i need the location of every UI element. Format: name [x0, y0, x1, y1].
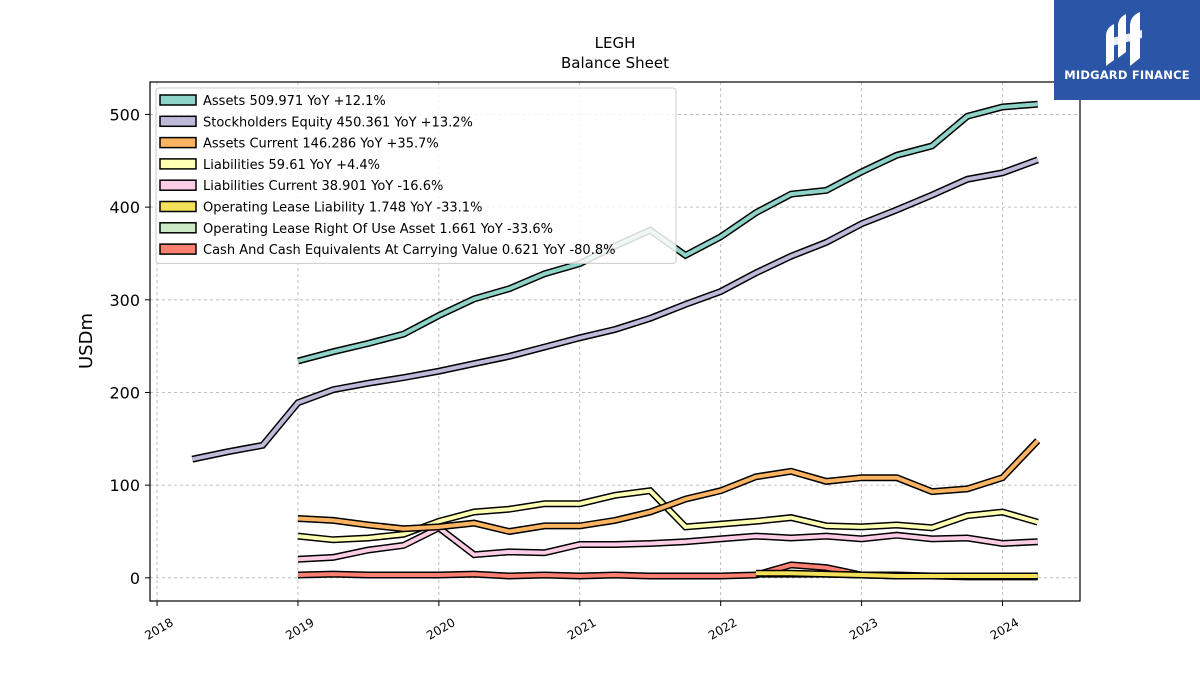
- legend-swatch: [159, 115, 197, 128]
- series-assets-current: [297, 438, 1041, 536]
- brand-mark-icon: [1106, 12, 1142, 66]
- legend-item: Liabilities Current 38.901 YoY -16.6%: [159, 179, 443, 194]
- legend-swatch: [159, 200, 197, 213]
- x-tick-label: 2019: [283, 615, 316, 642]
- legend: Assets 509.971 YoY +12.1% Stockholders Eq…: [155, 87, 677, 264]
- y-tick-label: 300: [109, 291, 140, 310]
- y-tick-label: 200: [109, 383, 140, 402]
- brand-name: MIDGARD FINANCE: [1064, 68, 1190, 82]
- plot-frame: [149, 81, 1081, 602]
- y-tick-label: 100: [109, 476, 140, 495]
- series-operating-lease-liability: [755, 569, 1038, 580]
- series-liabilities: [297, 487, 1039, 544]
- series-line: [297, 525, 1038, 562]
- legend-swatch: [159, 243, 197, 255]
- axis-ticks: 2018 2019 2020 2021 2022 2023 2024 0 100 200 300 40…: [109, 105, 1021, 642]
- x-tick-label: 2020: [424, 615, 457, 642]
- legend-label: Operating Lease Liability 1.748 YoY -33.…: [203, 201, 482, 216]
- y-tick-label: 500: [109, 105, 140, 124]
- x-tick-label: 2021: [565, 615, 598, 642]
- series-layer: [191, 100, 1041, 581]
- legend-item: Operating Lease Right Of Use Asset 1.661…: [159, 222, 553, 237]
- y-tick-label: 400: [109, 198, 140, 217]
- series-liabilities-current: [297, 523, 1038, 563]
- series-line-outline: [297, 438, 1041, 536]
- legend-item: Assets 509.971 YoY +12.1%: [159, 94, 386, 109]
- chart-title: LEGH: [595, 34, 636, 52]
- legend-swatch: [159, 179, 197, 191]
- legend-item: Stockholders Equity 450.361 YoY +13.2%: [159, 115, 473, 130]
- legend-label: Assets Current 146.286 YoY +35.7%: [203, 137, 439, 152]
- legend-swatch: [159, 136, 197, 149]
- legend-item: Liabilities 59.61 YoY +4.4%: [159, 158, 380, 173]
- legend-label: Assets 509.971 YoY +12.1%: [203, 94, 386, 109]
- chart-subtitle: Balance Sheet: [561, 54, 669, 72]
- y-tick-label: 0: [130, 569, 140, 588]
- legend-item: Operating Lease Liability 1.748 YoY -33.…: [159, 200, 482, 216]
- x-tick-label: 2022: [706, 615, 739, 642]
- x-tick-label: 2023: [847, 615, 880, 642]
- series-stockholders-equity: [191, 156, 1039, 463]
- legend-swatch: [159, 158, 197, 170]
- brand-logo: MIDGARD FINANCE: [1054, 0, 1200, 100]
- legend-item: Cash And Cash Equivalents At Carrying Va…: [159, 243, 615, 258]
- series-line: [755, 571, 1038, 578]
- legend-label: Operating Lease Right Of Use Asset 1.661…: [203, 222, 553, 237]
- legend-item: Assets Current 146.286 YoY +35.7%: [159, 136, 439, 152]
- x-tick-label: 2024: [988, 615, 1021, 642]
- legend-label: Liabilities Current 38.901 YoY -16.6%: [203, 179, 443, 194]
- legend-label: Stockholders Equity 450.361 YoY +13.2%: [203, 115, 473, 130]
- x-tick-label: 2018: [142, 615, 175, 642]
- legend-swatch: [159, 94, 197, 106]
- series-line: [297, 439, 1040, 534]
- series-line: [191, 158, 1039, 462]
- series-line: [297, 488, 1039, 542]
- legend-label: Cash And Cash Equivalents At Carrying Va…: [203, 243, 615, 258]
- y-axis-label: USDm: [76, 313, 97, 369]
- legend-box: [155, 87, 677, 264]
- legend-label: Liabilities 59.61 YoY +4.4%: [203, 158, 380, 173]
- legend-swatch: [159, 222, 197, 234]
